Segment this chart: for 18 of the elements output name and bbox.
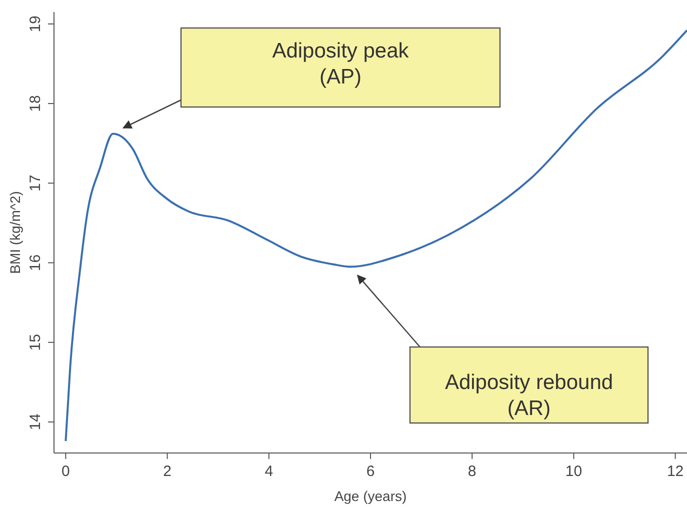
y-tick-label: 19 xyxy=(27,16,44,32)
x-tick-label: 10 xyxy=(565,463,582,480)
y-tick-label: 16 xyxy=(27,254,44,272)
x-tick-label: 4 xyxy=(264,463,274,480)
x-tick-label: 8 xyxy=(468,463,476,480)
y-tick-label: 18 xyxy=(27,95,44,112)
y-tick-label: 15 xyxy=(27,334,44,351)
annotation: Adiposity rebound (AR) xyxy=(444,371,614,420)
x-tick-label: 2 xyxy=(163,463,172,480)
x-tick-label: 0 xyxy=(62,463,70,480)
line-series xyxy=(64,29,687,442)
y-axis-title: BMI (kg/m^2) xyxy=(7,191,23,274)
y-tick-label: 14 xyxy=(27,414,44,430)
x-tick-label: 6 xyxy=(366,463,375,480)
annotation: Adiposity peak (AP) xyxy=(272,40,410,88)
x-axis-title: Age (years) xyxy=(334,488,407,504)
x-tick-label: 12 xyxy=(666,463,684,480)
y-tick-label: 17 xyxy=(27,174,44,192)
